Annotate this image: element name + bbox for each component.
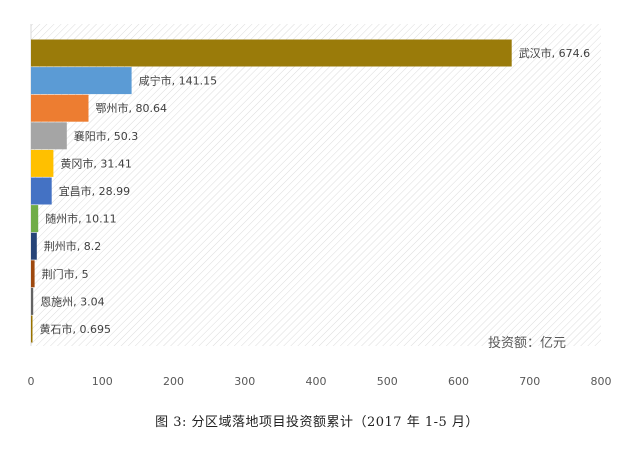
bar-data-label-8: 荆州市, 8.2: [44, 239, 102, 253]
bar-data-label-10: 恩施州, 3.04: [40, 295, 105, 308]
bar-data-label-9: 荆门市, 5: [42, 267, 89, 281]
x-tick-label-6: 500: [377, 375, 398, 388]
bar-data-label-1: 武汉市, 674.6: [519, 46, 590, 60]
bar-11: [31, 315, 33, 343]
bar-3: [31, 94, 89, 122]
bar-1: [31, 39, 512, 67]
bar-data-label-7: 随州市, 10.11: [45, 212, 116, 226]
bar-4: [31, 122, 67, 150]
x-tick-label-5: 400: [306, 375, 327, 388]
bar-data-label-4: 襄阳市, 50.3: [74, 129, 139, 143]
bar-6: [31, 177, 52, 205]
bar-data-label-5: 黄冈市, 31.41: [60, 156, 131, 170]
bar-8: [31, 232, 37, 260]
unit-label: 投资额：亿元: [488, 335, 566, 351]
bar-data-label-2: 咸宁市, 141.15: [139, 74, 217, 88]
bar-chart: 武汉市, 674.6 咸宁市, 141.15 鄂州市, 80.64 襄阳市, 50.3…: [28, 24, 612, 388]
bar-10: [31, 287, 34, 315]
bar-labels-group: 武汉市, 674.6 咸宁市, 141.15 鄂州市, 80.64 襄阳市, 50.3…: [40, 46, 591, 336]
bar-data-label-6: 宜昌市, 28.99: [59, 184, 130, 198]
x-tick-label-4: 300: [234, 375, 255, 388]
bar-data-label-3: 鄂州市, 80.64: [96, 101, 167, 115]
x-tick-label-9: 800: [591, 375, 612, 388]
bar-9: [31, 260, 35, 288]
figure-caption: 图 3: 分区域落地项目投资额累计（2017 年 1-5 月）: [155, 415, 479, 430]
x-tick-label-7: 600: [448, 375, 469, 388]
bar-2: [31, 67, 132, 95]
x-tick-label-3: 200: [163, 375, 184, 388]
x-tick-label-1: 0: [28, 375, 35, 388]
x-axis-ticks-group: 0 100 200 300 400 500 600 700 800: [28, 375, 612, 388]
x-tick-label-8: 700: [519, 375, 540, 388]
bar-7: [31, 205, 39, 233]
x-tick-label-2: 100: [92, 375, 113, 388]
bar-5: [31, 149, 54, 177]
bars-group: [31, 39, 512, 343]
bar-data-label-11: 黄石市, 0.695: [40, 322, 111, 336]
